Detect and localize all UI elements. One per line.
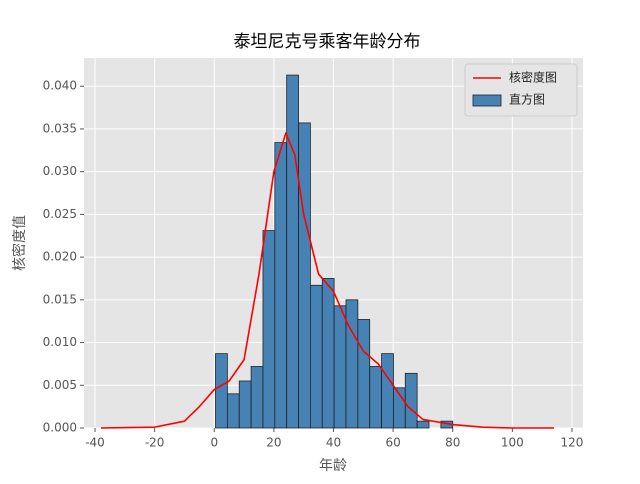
bar [286,74,299,429]
legend-label: 核密度图 [509,70,557,85]
y-tick-label: 0.000 [43,421,77,435]
x-axis-label: 年龄 [319,458,347,474]
y-tick-label: 0.005 [43,378,77,392]
legend-swatch [472,94,502,107]
y-axis-label: 核密度值 [11,215,28,271]
chart-title: 泰坦尼克号乘客年龄分布 [234,32,421,52]
kde-line [100,132,555,429]
x-tick-label: 120 [561,436,584,450]
bar [262,230,276,429]
bar [357,319,371,429]
bar [369,366,382,429]
bar [321,278,335,429]
x-tick-label: -40 [85,436,105,450]
y-tick-label: 0.040 [43,79,77,93]
x-tick-label: -20 [145,436,165,450]
y-tick-label: 0.015 [43,292,77,306]
x-tick-label: 80 [445,436,460,450]
bar [345,299,359,429]
y-tick-label: 0.010 [43,335,77,349]
bar [238,380,252,429]
y-tick-label: 0.035 [43,121,77,135]
x-tick-label: 60 [385,436,400,450]
x-tick-label: 100 [501,436,524,450]
x-tick-label: 0 [210,436,218,450]
x-tick-label: 20 [266,436,281,450]
bar [416,420,430,429]
bar [381,353,394,429]
bar [226,393,240,429]
bar [298,122,311,429]
y-tick-label: 0.025 [43,207,77,221]
bar [309,284,323,429]
y-tick-label: 0.020 [43,250,77,264]
legend-label: 直方图 [509,92,545,107]
bar [404,372,418,429]
bar [333,305,347,429]
bar [215,353,228,429]
y-tick-label: 0.030 [43,164,77,178]
bar [274,142,288,429]
x-tick-label: 40 [326,436,341,450]
bar [250,366,264,429]
